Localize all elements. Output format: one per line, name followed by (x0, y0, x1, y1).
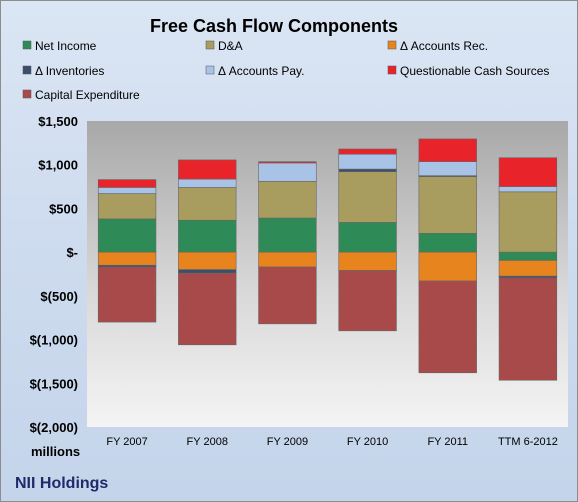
legend-swatch (205, 40, 215, 50)
bar-segment (338, 153, 397, 170)
bar-segment (258, 181, 317, 219)
bar-segment (498, 191, 558, 253)
legend-swatch (22, 40, 32, 50)
bar-segment (178, 219, 237, 253)
bar-segment (498, 157, 558, 187)
bar-segment (338, 270, 397, 332)
legend-swatch (387, 40, 397, 50)
bar-segment (498, 277, 558, 381)
bar-segment (498, 251, 558, 261)
x-tick-label: FY 2008 (187, 436, 228, 448)
bar-segment (418, 176, 477, 234)
y-tick-label: $1,000 (38, 158, 78, 173)
legend: Net Income D&A Δ Accounts Rec. Δ Inventorie… (22, 39, 549, 102)
bar-segment (498, 186, 558, 193)
bar-segment (418, 233, 477, 253)
x-tick-label: FY 2009 (267, 436, 308, 448)
bar-segment (338, 148, 397, 155)
y-tick-label: $(500) (40, 289, 78, 304)
bar-segment (418, 251, 477, 282)
bar-segment (97, 187, 157, 194)
x-tick-label: FY 2007 (106, 436, 147, 448)
y-tick-label: $(1,000) (30, 333, 78, 348)
chart-title: Free Cash Flow Components (150, 16, 398, 36)
bar-segment (258, 251, 317, 268)
x-tick-label: FY 2011 (427, 436, 468, 448)
bar-segment (178, 187, 237, 221)
bar-segment (178, 178, 237, 188)
legend-label: Δ Accounts Rec. (400, 39, 488, 53)
bar-segment (338, 222, 397, 253)
company-name: NII Holdings (15, 475, 108, 492)
bar-segment (178, 251, 237, 270)
bar-segment (418, 138, 477, 162)
legend-label: D&A (218, 39, 243, 53)
bar-segment (178, 272, 237, 346)
y-tick-label: $- (66, 245, 78, 260)
y-axis: $1,500 $1,000 $500 $- $(500) $(1,000) $(1,500)… (30, 114, 78, 435)
legend-label: Capital Expenditure (35, 88, 140, 102)
bar-segment (338, 251, 397, 271)
y-tick-label: $500 (49, 201, 78, 216)
bars (97, 138, 558, 381)
bar-segment (418, 161, 477, 176)
legend-label: Δ Accounts Pay. (218, 64, 305, 78)
x-axis: FY 2007 FY 2008 FY 2009 FY 2010 FY 2011 TTM 6… (106, 436, 557, 448)
bar-segment (97, 179, 157, 188)
y-tick-label: $(2,000) (30, 420, 78, 435)
bar-segment (258, 162, 317, 182)
bar-segment (338, 168, 397, 173)
legend-label: Net Income (35, 39, 97, 53)
bar-segment (418, 280, 477, 374)
legend-label: Questionable Cash Sources (400, 64, 549, 78)
bar-segment (258, 217, 317, 253)
bar-segment (258, 161, 317, 164)
legend-swatch (22, 89, 32, 99)
bar-segment (178, 159, 237, 180)
legend-swatch (387, 65, 397, 75)
y-tick-label: $1,500 (38, 114, 78, 129)
bar-segment (97, 251, 157, 266)
x-tick-label: TTM 6-2012 (498, 436, 558, 448)
legend-swatch (205, 65, 215, 75)
legend-label: Δ Inventories (35, 64, 104, 78)
x-tick-label: FY 2010 (347, 436, 388, 448)
bar-segment (97, 193, 157, 220)
bar-segment (97, 218, 157, 253)
bar-segment (338, 171, 397, 223)
bar-segment (178, 269, 237, 274)
bar-segment (97, 266, 157, 323)
bar-segment (258, 266, 317, 325)
plot-area (87, 121, 568, 427)
unit-label: millions (31, 444, 80, 459)
y-tick-label: $(1,500) (30, 376, 78, 391)
bar-segment (498, 260, 558, 277)
legend-swatch (22, 65, 32, 75)
